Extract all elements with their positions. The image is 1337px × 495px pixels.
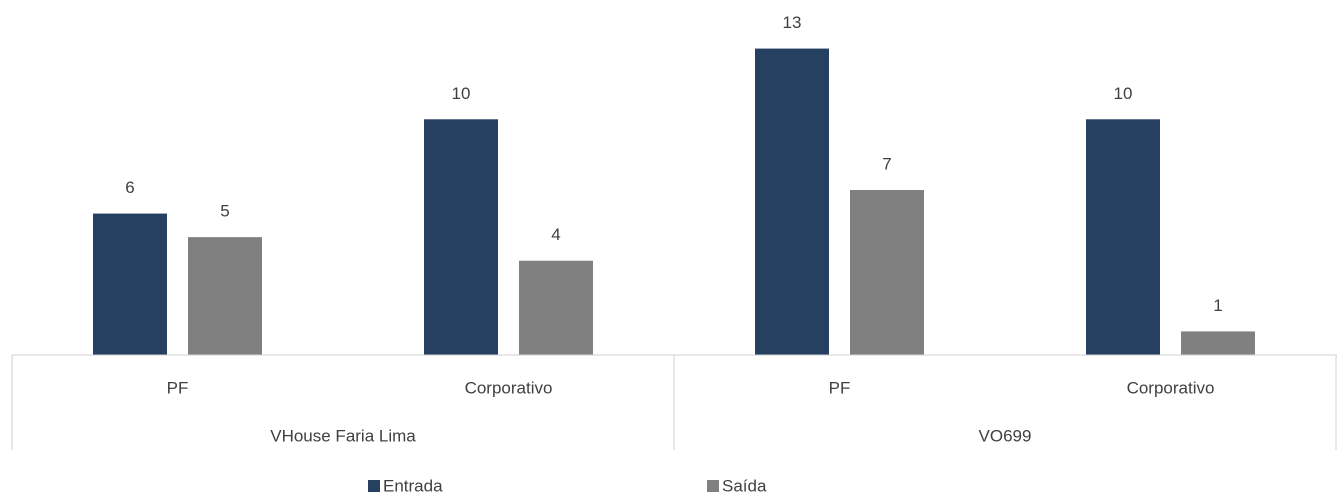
x-tick-label: PF bbox=[829, 378, 851, 397]
legend-swatch bbox=[707, 480, 719, 492]
data-label: 6 bbox=[125, 178, 134, 197]
data-label: 1 bbox=[1213, 296, 1222, 315]
data-label: 10 bbox=[1114, 84, 1133, 103]
legend-label: Saída bbox=[722, 476, 767, 495]
bar bbox=[188, 237, 262, 355]
data-label: 13 bbox=[783, 13, 802, 32]
legend-label: Entrada bbox=[383, 476, 443, 495]
data-label: 10 bbox=[452, 84, 471, 103]
x-tick-label: PF bbox=[167, 378, 189, 397]
data-label: 4 bbox=[551, 225, 560, 244]
x-tick-label: Corporativo bbox=[465, 378, 553, 397]
legend-swatch bbox=[368, 480, 380, 492]
bar bbox=[755, 48, 829, 355]
bar bbox=[1181, 331, 1255, 355]
bar bbox=[93, 213, 167, 355]
group-label: VHouse Faria Lima bbox=[270, 426, 416, 445]
bar bbox=[519, 260, 593, 355]
data-label: 7 bbox=[882, 154, 891, 173]
bar bbox=[850, 190, 924, 355]
data-label: 5 bbox=[220, 202, 229, 221]
x-tick-label: Corporativo bbox=[1127, 378, 1215, 397]
group-label: VO699 bbox=[979, 426, 1032, 445]
bar bbox=[1086, 119, 1160, 356]
bar bbox=[424, 119, 498, 356]
